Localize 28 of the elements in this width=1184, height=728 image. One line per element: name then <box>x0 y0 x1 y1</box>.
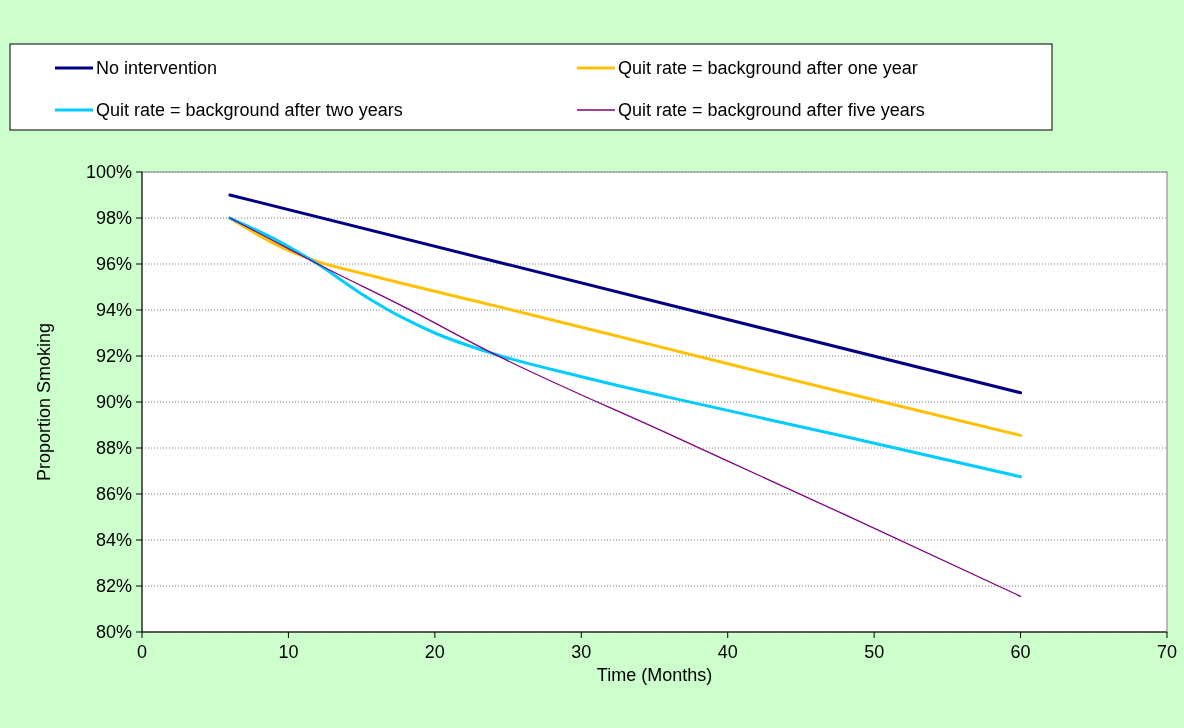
legend-label: Quit rate = background after two years <box>96 100 403 120</box>
y-tick-label: 96% <box>95 254 132 274</box>
x-tick-label: 0 <box>136 642 148 662</box>
x-tick-label: 10 <box>278 642 299 662</box>
x-axis-title: Time (Months) <box>596 665 713 685</box>
y-axis-title: Proportion Smoking <box>34 322 54 482</box>
y-tick-label: 94% <box>95 300 132 320</box>
x-tick-label: 50 <box>864 642 885 662</box>
line-series <box>229 217 1022 597</box>
x-tick-label: 70 <box>1156 642 1178 662</box>
y-tick-label: 100% <box>85 162 132 182</box>
y-tick-label: 86% <box>95 484 132 504</box>
x-tick-label: 20 <box>424 642 445 662</box>
x-tick-label: 60 <box>1010 642 1031 662</box>
y-tick-label: 84% <box>95 530 132 550</box>
y-tick-label: 88% <box>95 438 132 458</box>
y-tick-label: 80% <box>95 622 132 642</box>
legend-label: No intervention <box>96 58 218 78</box>
x-tick-label: 30 <box>571 642 592 662</box>
legend-label: Quit rate = background after five years <box>618 100 925 120</box>
legend-label: Quit rate = background after one year <box>618 58 918 78</box>
y-tick-label: 82% <box>95 576 132 596</box>
y-tick-label: 90% <box>95 392 132 412</box>
line-series <box>228 216 1023 437</box>
y-tick-label: 92% <box>95 346 132 366</box>
y-tick-label: 98% <box>95 208 132 228</box>
x-tick-label: 40 <box>717 642 738 662</box>
line-series <box>228 216 1023 479</box>
